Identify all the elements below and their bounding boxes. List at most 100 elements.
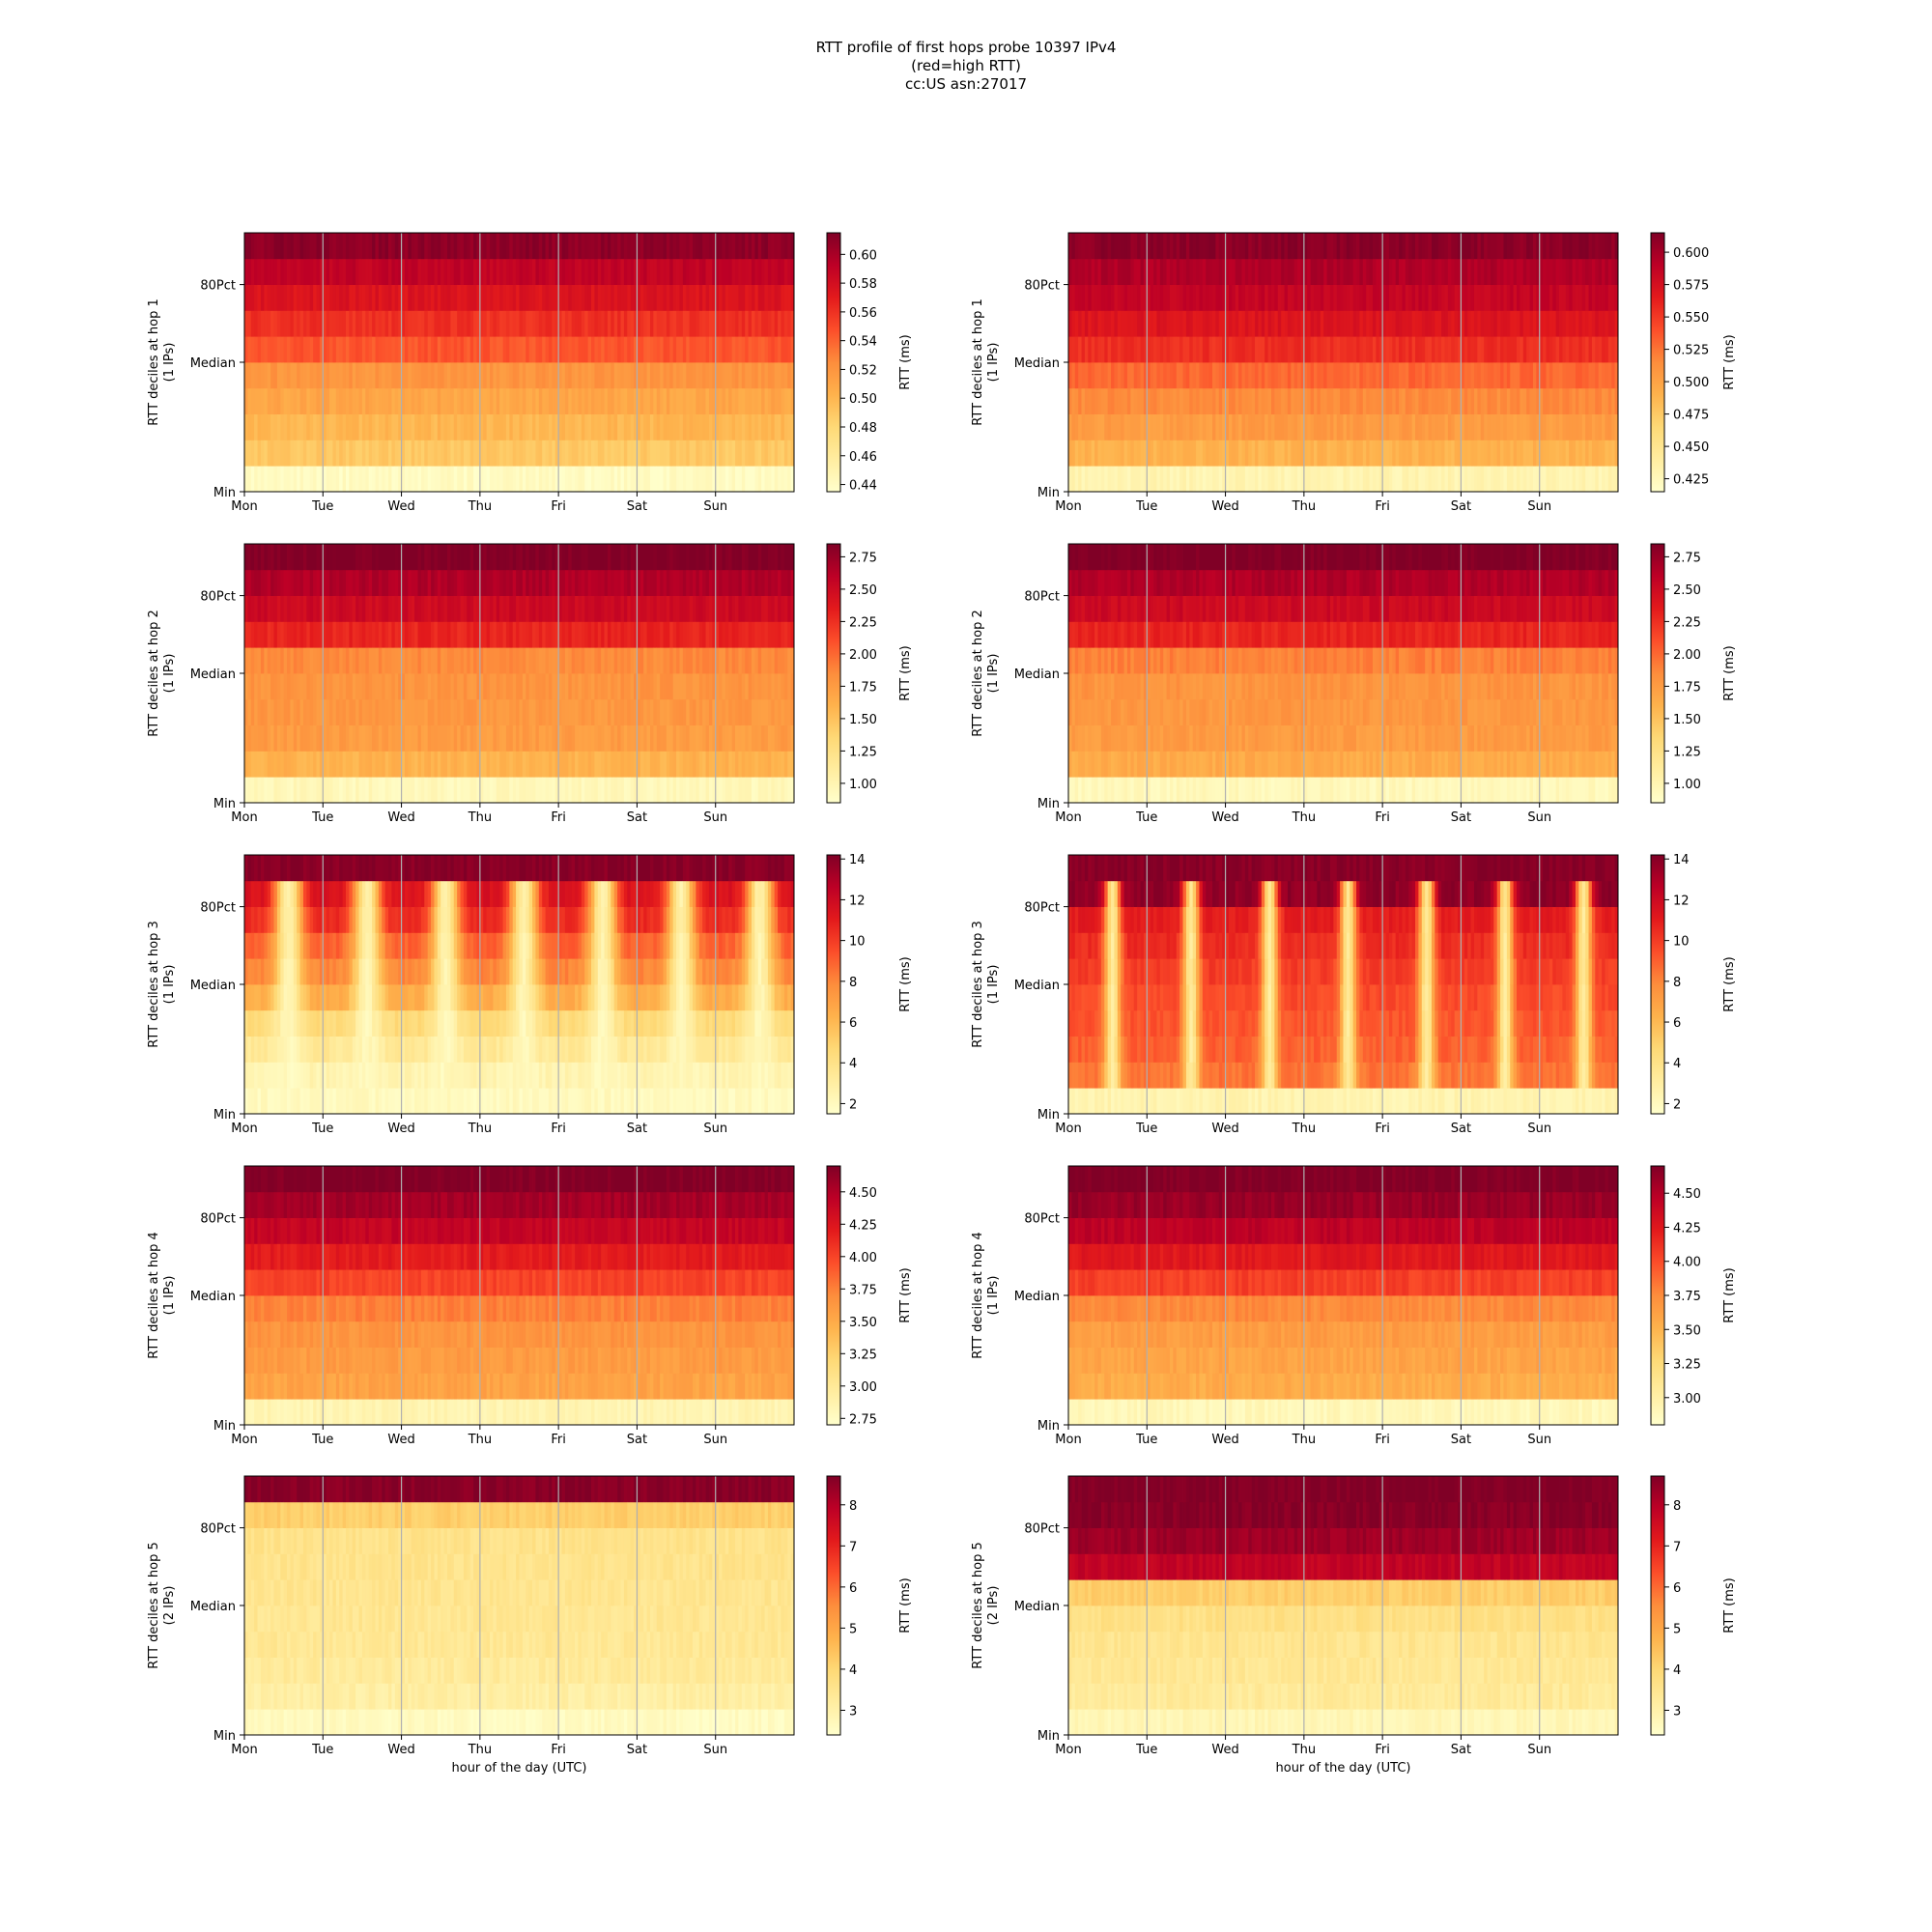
- heatmap-cell: [302, 336, 307, 363]
- heatmap-cell: [404, 595, 409, 622]
- heatmap-cell: [384, 621, 389, 648]
- heatmap-cell: [431, 387, 435, 414]
- heatmap-cell: [309, 698, 314, 725]
- heatmap-cell: [411, 777, 415, 804]
- heatmap-cell: [361, 673, 366, 700]
- heatmap-cell: [1359, 233, 1364, 260]
- heatmap-cell: [1078, 258, 1082, 285]
- heatmap-cell: [708, 621, 713, 648]
- heatmap-cell: [431, 673, 435, 700]
- heatmap-cell: [1559, 466, 1563, 493]
- heatmap-cell: [554, 595, 559, 622]
- heatmap-cell: [1274, 233, 1279, 260]
- heatmap-cell: [1071, 310, 1076, 337]
- heatmap-cell: [554, 233, 559, 260]
- heatmap-cell: [335, 673, 340, 700]
- heatmap-cell: [440, 233, 444, 260]
- heatmap-cell: [538, 310, 543, 337]
- heatmap-cell: [345, 258, 350, 285]
- heatmap-cell: [270, 751, 274, 778]
- heatmap-cell: [1431, 258, 1435, 285]
- heatmap-cell: [778, 466, 781, 493]
- heatmap-cell: [1399, 284, 1403, 311]
- heatmap-cell: [686, 777, 691, 804]
- heatmap-cell: [591, 544, 595, 571]
- heatmap-cell: [1133, 466, 1138, 493]
- heatmap-cell: [339, 595, 344, 622]
- heatmap-cell: [666, 310, 670, 337]
- heatmap-cell: [738, 751, 743, 778]
- heatmap-cell: [1425, 413, 1429, 440]
- heatmap-cell: [578, 544, 582, 571]
- heatmap-cell: [561, 777, 566, 804]
- heatmap-cell: [548, 724, 553, 752]
- heatmap-cell: [516, 413, 520, 440]
- heatmap-cell: [479, 569, 484, 596]
- heatmap-cell: [264, 233, 269, 260]
- heatmap-cell: [398, 336, 402, 363]
- heatmap-cell: [1565, 387, 1570, 414]
- heatmap-cell: [1222, 284, 1226, 311]
- heatmap-cell: [731, 310, 736, 337]
- heatmap-cell: [1372, 258, 1377, 285]
- heatmap-cell: [581, 466, 585, 493]
- heatmap-cell: [424, 569, 429, 596]
- heatmap-cell: [1402, 258, 1406, 285]
- heatmap-cell: [1484, 413, 1488, 440]
- heatmap-cell: [1565, 466, 1570, 493]
- heatmap-cell: [715, 621, 720, 648]
- heatmap-cell: [1490, 284, 1494, 311]
- heatmap-cell: [552, 621, 556, 648]
- heatmap-cell: [1607, 387, 1612, 414]
- heatmap-cell: [1388, 440, 1393, 467]
- heatmap-cell: [712, 621, 717, 648]
- heatmap-cell: [1376, 310, 1380, 337]
- heatmap-cell: [1490, 233, 1494, 260]
- heatmap-cell: [1611, 413, 1616, 440]
- heatmap-cell: [1189, 310, 1194, 337]
- heatmap-cell: [613, 466, 618, 493]
- heatmap-cell: [646, 413, 651, 440]
- heatmap-cell: [526, 673, 530, 700]
- heatmap-cell: [417, 595, 422, 622]
- heatmap-cell: [1425, 387, 1429, 414]
- heatmap-cell: [1382, 233, 1386, 260]
- heatmap-cell: [1300, 284, 1305, 311]
- heatmap-cell: [519, 595, 524, 622]
- heatmap-cell: [1425, 362, 1429, 389]
- heatmap-cell: [267, 673, 271, 700]
- heatmap-cell: [297, 233, 300, 260]
- heatmap-cell: [676, 258, 680, 285]
- heatmap-cell: [401, 387, 406, 414]
- heatmap-cell: [264, 440, 269, 467]
- heatmap-cell: [1565, 258, 1570, 285]
- heatmap-cell: [378, 440, 383, 467]
- heatmap-cell: [1317, 233, 1321, 260]
- heatmap-cell: [1281, 233, 1285, 260]
- heatmap-cell: [1329, 387, 1334, 414]
- heatmap-cell: [745, 387, 749, 414]
- heatmap-cell: [1520, 413, 1524, 440]
- heatmap-cell: [1454, 284, 1459, 311]
- heatmap-cell: [1487, 387, 1492, 414]
- heatmap-cell: [335, 466, 340, 493]
- heatmap-cell: [1091, 362, 1095, 389]
- heatmap-cell: [1536, 233, 1541, 260]
- heatmap-cell: [1270, 336, 1275, 363]
- heatmap-cell: [561, 673, 566, 700]
- heatmap-cell: [437, 233, 441, 260]
- heatmap-cell: [1251, 233, 1256, 260]
- heatmap-cell: [267, 387, 271, 414]
- heatmap-cell: [722, 698, 726, 725]
- heatmap-cell: [502, 284, 507, 311]
- heatmap-cell: [1173, 466, 1178, 493]
- heatmap-cell: [1121, 233, 1124, 260]
- heatmap-cell: [613, 724, 618, 752]
- heatmap-cell: [689, 724, 694, 752]
- heatmap-cell: [1529, 233, 1534, 260]
- heatmap-cell: [411, 621, 415, 648]
- heatmap-cell: [731, 569, 736, 596]
- heatmap-cell: [1614, 440, 1619, 467]
- heatmap-cell: [323, 751, 327, 778]
- heatmap-cell: [1320, 258, 1324, 285]
